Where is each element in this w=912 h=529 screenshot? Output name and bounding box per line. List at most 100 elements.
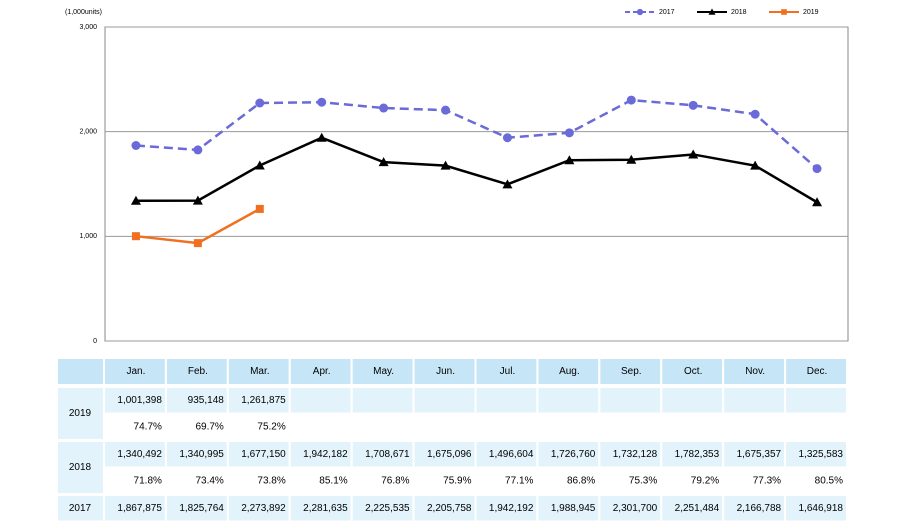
table-value: 1,732,128 — [613, 449, 658, 460]
table-ratio: 77.3% — [753, 475, 781, 486]
table-value: 1,001,398 — [117, 395, 162, 406]
table-cell — [598, 412, 663, 441]
series-line — [135, 98, 818, 170]
marker — [502, 133, 512, 143]
table-cell — [784, 466, 848, 495]
table-value: 1,325,583 — [799, 449, 844, 460]
table-header: Jun. — [436, 366, 455, 377]
table-header-cell — [784, 357, 848, 386]
table-value: 935,148 — [188, 395, 225, 406]
table-cell — [660, 386, 725, 415]
marker — [254, 160, 265, 170]
table-cell — [598, 386, 663, 415]
table-value: 1,867,875 — [117, 503, 162, 514]
marker — [316, 132, 327, 142]
table-cell — [226, 494, 291, 523]
table-ratio: 79.2% — [691, 475, 719, 486]
marker — [193, 239, 202, 248]
table-header: Feb. — [188, 366, 208, 377]
table-year: 2017 — [69, 503, 92, 514]
table-cell — [660, 412, 725, 441]
table-header-cell — [226, 357, 291, 386]
table-value: 1,675,096 — [427, 449, 472, 460]
table-value: 1,988,945 — [551, 503, 596, 514]
table-ratio: 69.7% — [195, 421, 223, 432]
table-cell — [598, 494, 663, 523]
table-ratio: 74.7% — [134, 421, 162, 432]
marker — [564, 155, 575, 165]
table-header: Mar. — [250, 366, 269, 377]
series-line — [135, 136, 818, 204]
table-value: 2,301,700 — [613, 503, 658, 514]
table-ratio: 80.5% — [815, 475, 843, 486]
table-cell — [784, 440, 848, 469]
table-cell — [412, 440, 477, 469]
table-cell — [474, 440, 539, 469]
legend-marker — [781, 9, 787, 15]
table-ratio: 76.8% — [381, 475, 409, 486]
table-header-cell — [474, 357, 539, 386]
plot-area — [104, 26, 849, 342]
table-ratio: 71.8% — [134, 475, 162, 486]
table-header: Aug. — [559, 366, 580, 377]
table-cell — [722, 412, 787, 441]
table-cell — [722, 466, 787, 495]
table-ratio: 75.9% — [443, 475, 471, 486]
marker — [688, 149, 699, 159]
marker — [379, 103, 389, 113]
table-value: 1,708,671 — [365, 449, 410, 460]
marker — [502, 179, 513, 189]
table-ratio: 75.2% — [257, 421, 285, 432]
table-value: 1,675,357 — [737, 449, 782, 460]
marker — [812, 197, 823, 207]
table-cell — [164, 440, 229, 469]
table-ratio: 75.3% — [629, 475, 657, 486]
marker — [193, 145, 203, 155]
table-header-cell — [660, 357, 725, 386]
y-tick-label: 0 — [93, 338, 97, 345]
table-value: 1,677,150 — [241, 449, 286, 460]
table-cell — [722, 494, 787, 523]
table-header: May. — [373, 366, 394, 377]
table-header-cell — [56, 357, 105, 386]
table-value: 2,273,892 — [241, 503, 286, 514]
table-cell — [350, 466, 415, 495]
table-cell — [164, 494, 229, 523]
legend-label: 2019 — [803, 9, 819, 16]
marker — [564, 128, 574, 138]
table-year-cell — [56, 386, 105, 441]
marker — [192, 195, 203, 205]
marker — [441, 105, 451, 115]
marker — [317, 97, 327, 107]
unit-label: (1,000units) — [65, 9, 102, 16]
marker — [131, 140, 141, 150]
table-cell — [536, 386, 601, 415]
table-cell — [412, 412, 477, 441]
marker — [255, 204, 264, 213]
table-cell — [350, 412, 415, 441]
table-value: 1,340,492 — [117, 449, 162, 460]
table-cell — [350, 386, 415, 415]
table-value: 2,251,484 — [675, 503, 720, 514]
table-cell — [536, 412, 601, 441]
table-cell — [784, 494, 848, 523]
table-value: 2,225,535 — [365, 503, 410, 514]
y-tick-label: 2,000 — [79, 129, 97, 136]
table-ratio: 77.1% — [505, 475, 533, 486]
table-cell — [784, 386, 848, 415]
table-header: Nov. — [745, 366, 765, 377]
table-cell — [350, 440, 415, 469]
marker — [750, 160, 761, 170]
table-value: 1,646,918 — [799, 503, 844, 514]
table-year-cell — [56, 494, 105, 523]
table-header: Dec. — [807, 366, 828, 377]
table-value: 1,942,192 — [489, 503, 534, 514]
table-value: 1,261,875 — [241, 395, 286, 406]
table-cell — [784, 412, 848, 441]
table-cell — [288, 386, 353, 415]
table-value: 1,782,353 — [675, 449, 720, 460]
table-header-cell — [288, 357, 353, 386]
table-ratio: 73.4% — [195, 475, 223, 486]
table-cell — [722, 386, 787, 415]
table-value: 2,205,758 — [427, 503, 472, 514]
